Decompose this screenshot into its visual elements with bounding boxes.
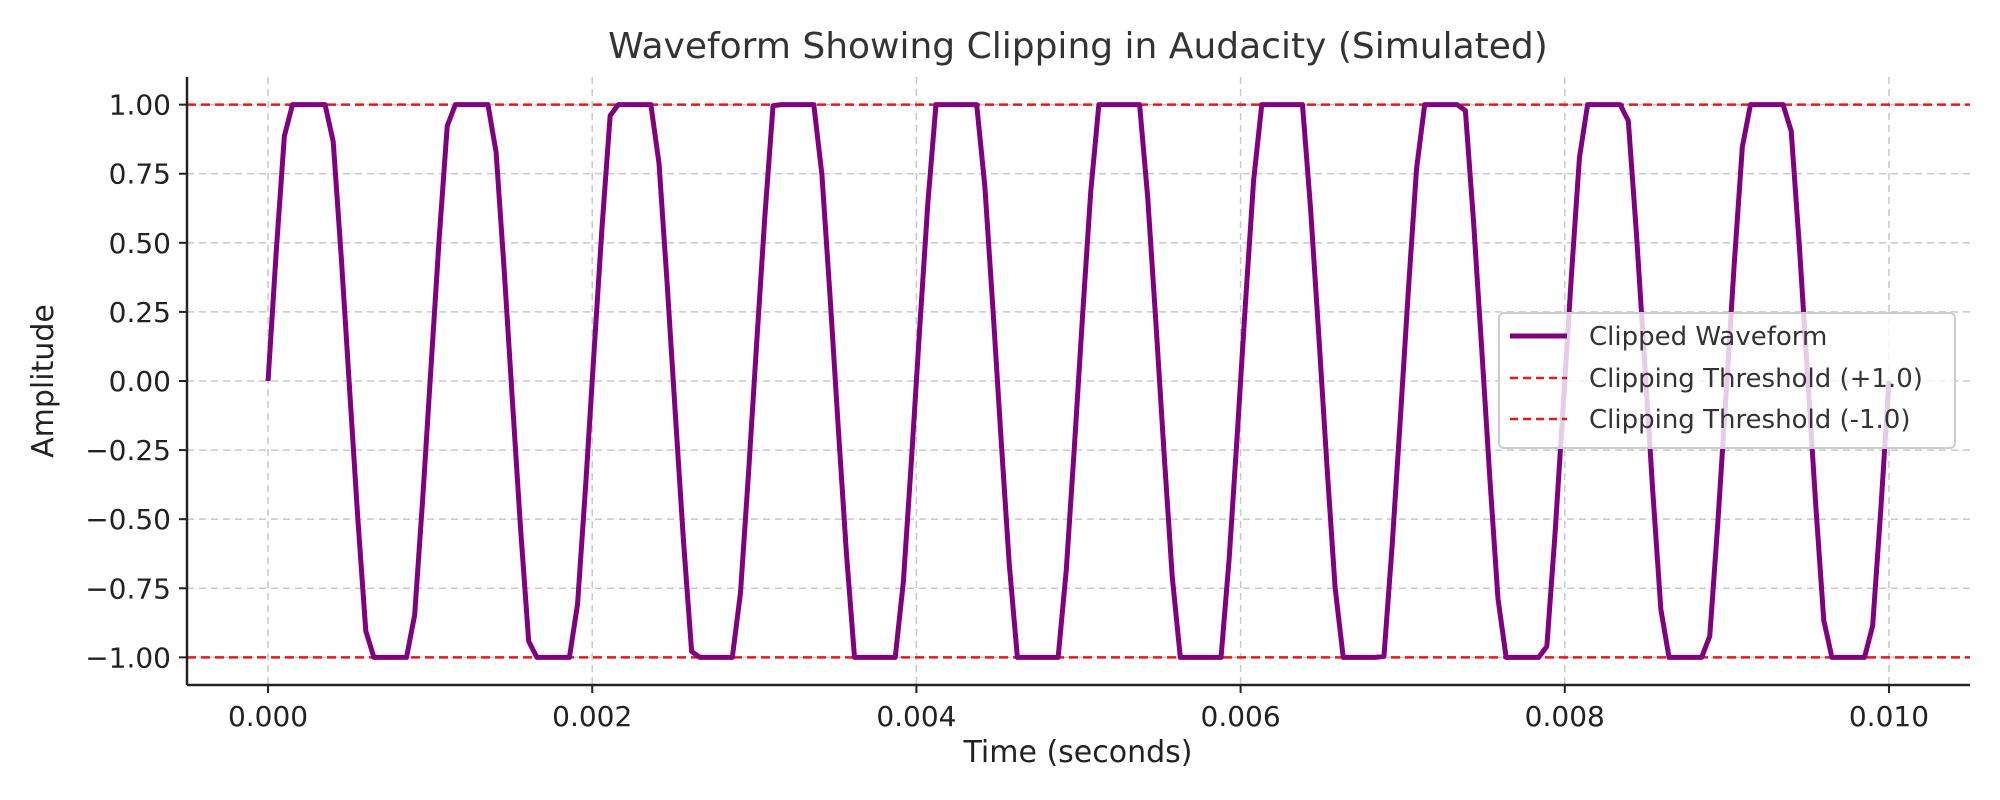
y-tick-label: 0.75 — [109, 158, 171, 191]
x-tick-label: 0.008 — [1525, 700, 1605, 733]
series-layer — [265, 102, 1892, 660]
series-clipped-waveform — [265, 102, 1892, 660]
legend-label-threshold-pos: Clipping Threshold (+1.0) — [1589, 364, 1923, 394]
y-tick-label: −0.25 — [85, 434, 171, 467]
y-tick-label: −0.50 — [85, 503, 171, 536]
y-axis-ticks: 1.00 0.75 0.50 0.25 0.00 −0.25 −0.50 −0.75 −1.00 — [85, 89, 187, 674]
x-tick-label: 0.004 — [876, 700, 956, 733]
x-tick-label: 0.002 — [552, 700, 632, 733]
y-tick-label: 1.00 — [109, 89, 171, 122]
x-tick-label: 0.000 — [228, 700, 308, 733]
x-axis-label: Time (seconds) — [963, 735, 1193, 770]
y-tick-label: −0.75 — [85, 572, 171, 605]
x-tick-label: 0.010 — [1849, 700, 1929, 733]
x-axis-ticks: 0.000 0.002 0.004 0.006 0.008 0.010 — [228, 685, 1929, 733]
y-tick-label: 0.50 — [109, 227, 171, 260]
legend-label-threshold-neg: Clipping Threshold (-1.0) — [1589, 405, 1911, 435]
legend-box — [1498, 312, 1956, 449]
x-tick-label: 0.006 — [1201, 700, 1281, 733]
chart-title: Waveform Showing Clipping in Audacity (S… — [608, 26, 1548, 67]
y-tick-label: −1.00 — [85, 641, 171, 674]
y-axis-label: Amplitude — [26, 304, 61, 458]
y-tick-label: 0.00 — [109, 365, 171, 398]
legend-label-waveform: Clipped Waveform — [1589, 322, 1827, 352]
y-tick-label: 0.25 — [109, 296, 171, 329]
legend: Clipped Waveform Clipping Threshold (+1.… — [1498, 312, 1956, 449]
